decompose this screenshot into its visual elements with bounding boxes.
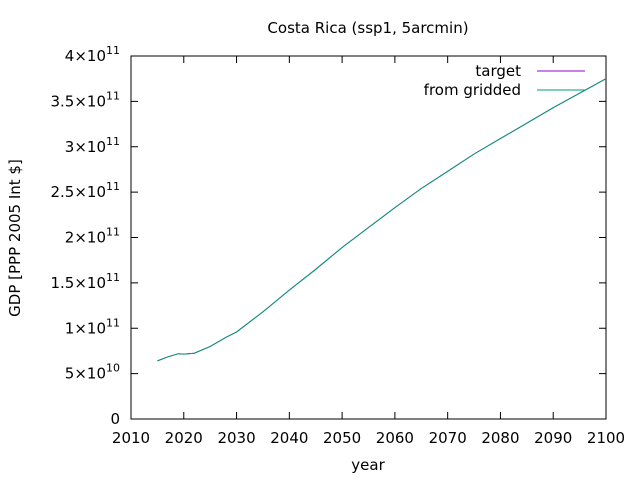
y-tick-label: 0 — [110, 410, 120, 428]
y-tick-label: 2×1011 — [65, 226, 120, 247]
y-tick-label: 3×1011 — [65, 135, 120, 156]
y-tick-label: 2.5×1011 — [50, 180, 120, 201]
plot-frame — [130, 55, 607, 420]
y-tick-labels: 0 5×1010 1×1011 1.5×1011 2×1011 2.5×1011 3×101… — [50, 44, 120, 428]
y-tick-label: 1×1011 — [65, 316, 120, 337]
x-tick-label: 2050 — [323, 429, 361, 447]
x-tick-label: 2030 — [217, 429, 255, 447]
chart-title: Costa Rica (ssp1, 5arcmin) — [267, 19, 468, 37]
y-tick-label: 1.5×1011 — [50, 271, 120, 292]
series-line-target — [157, 78, 607, 362]
series-line-from-gridded — [157, 78, 607, 362]
axis-ticks — [130, 55, 607, 420]
x-axis-label: year — [351, 456, 385, 474]
y-tick-label: 4×1011 — [65, 44, 120, 65]
series-lines — [157, 78, 607, 362]
y-tick-label: 3.5×1011 — [50, 89, 120, 110]
x-tick-label: 2020 — [165, 429, 203, 447]
x-tick-label: 2070 — [429, 429, 467, 447]
x-tick-label: 2080 — [481, 429, 519, 447]
x-tick-label: 2090 — [534, 429, 572, 447]
y-tick-label: 5×1010 — [65, 362, 120, 383]
x-tick-label: 2100 — [587, 429, 625, 447]
x-tick-label: 2010 — [112, 429, 150, 447]
x-tick-label: 2040 — [270, 429, 308, 447]
x-tick-label: 2060 — [376, 429, 414, 447]
x-tick-labels: 2010 2020 2030 2040 2050 2060 2070 2080 2090 2100 — [112, 429, 625, 447]
y-axis-label: GDP [PPP 2005 Int $] — [6, 159, 24, 317]
legend-label: from gridded — [424, 81, 521, 99]
legend-label: target — [475, 62, 521, 80]
